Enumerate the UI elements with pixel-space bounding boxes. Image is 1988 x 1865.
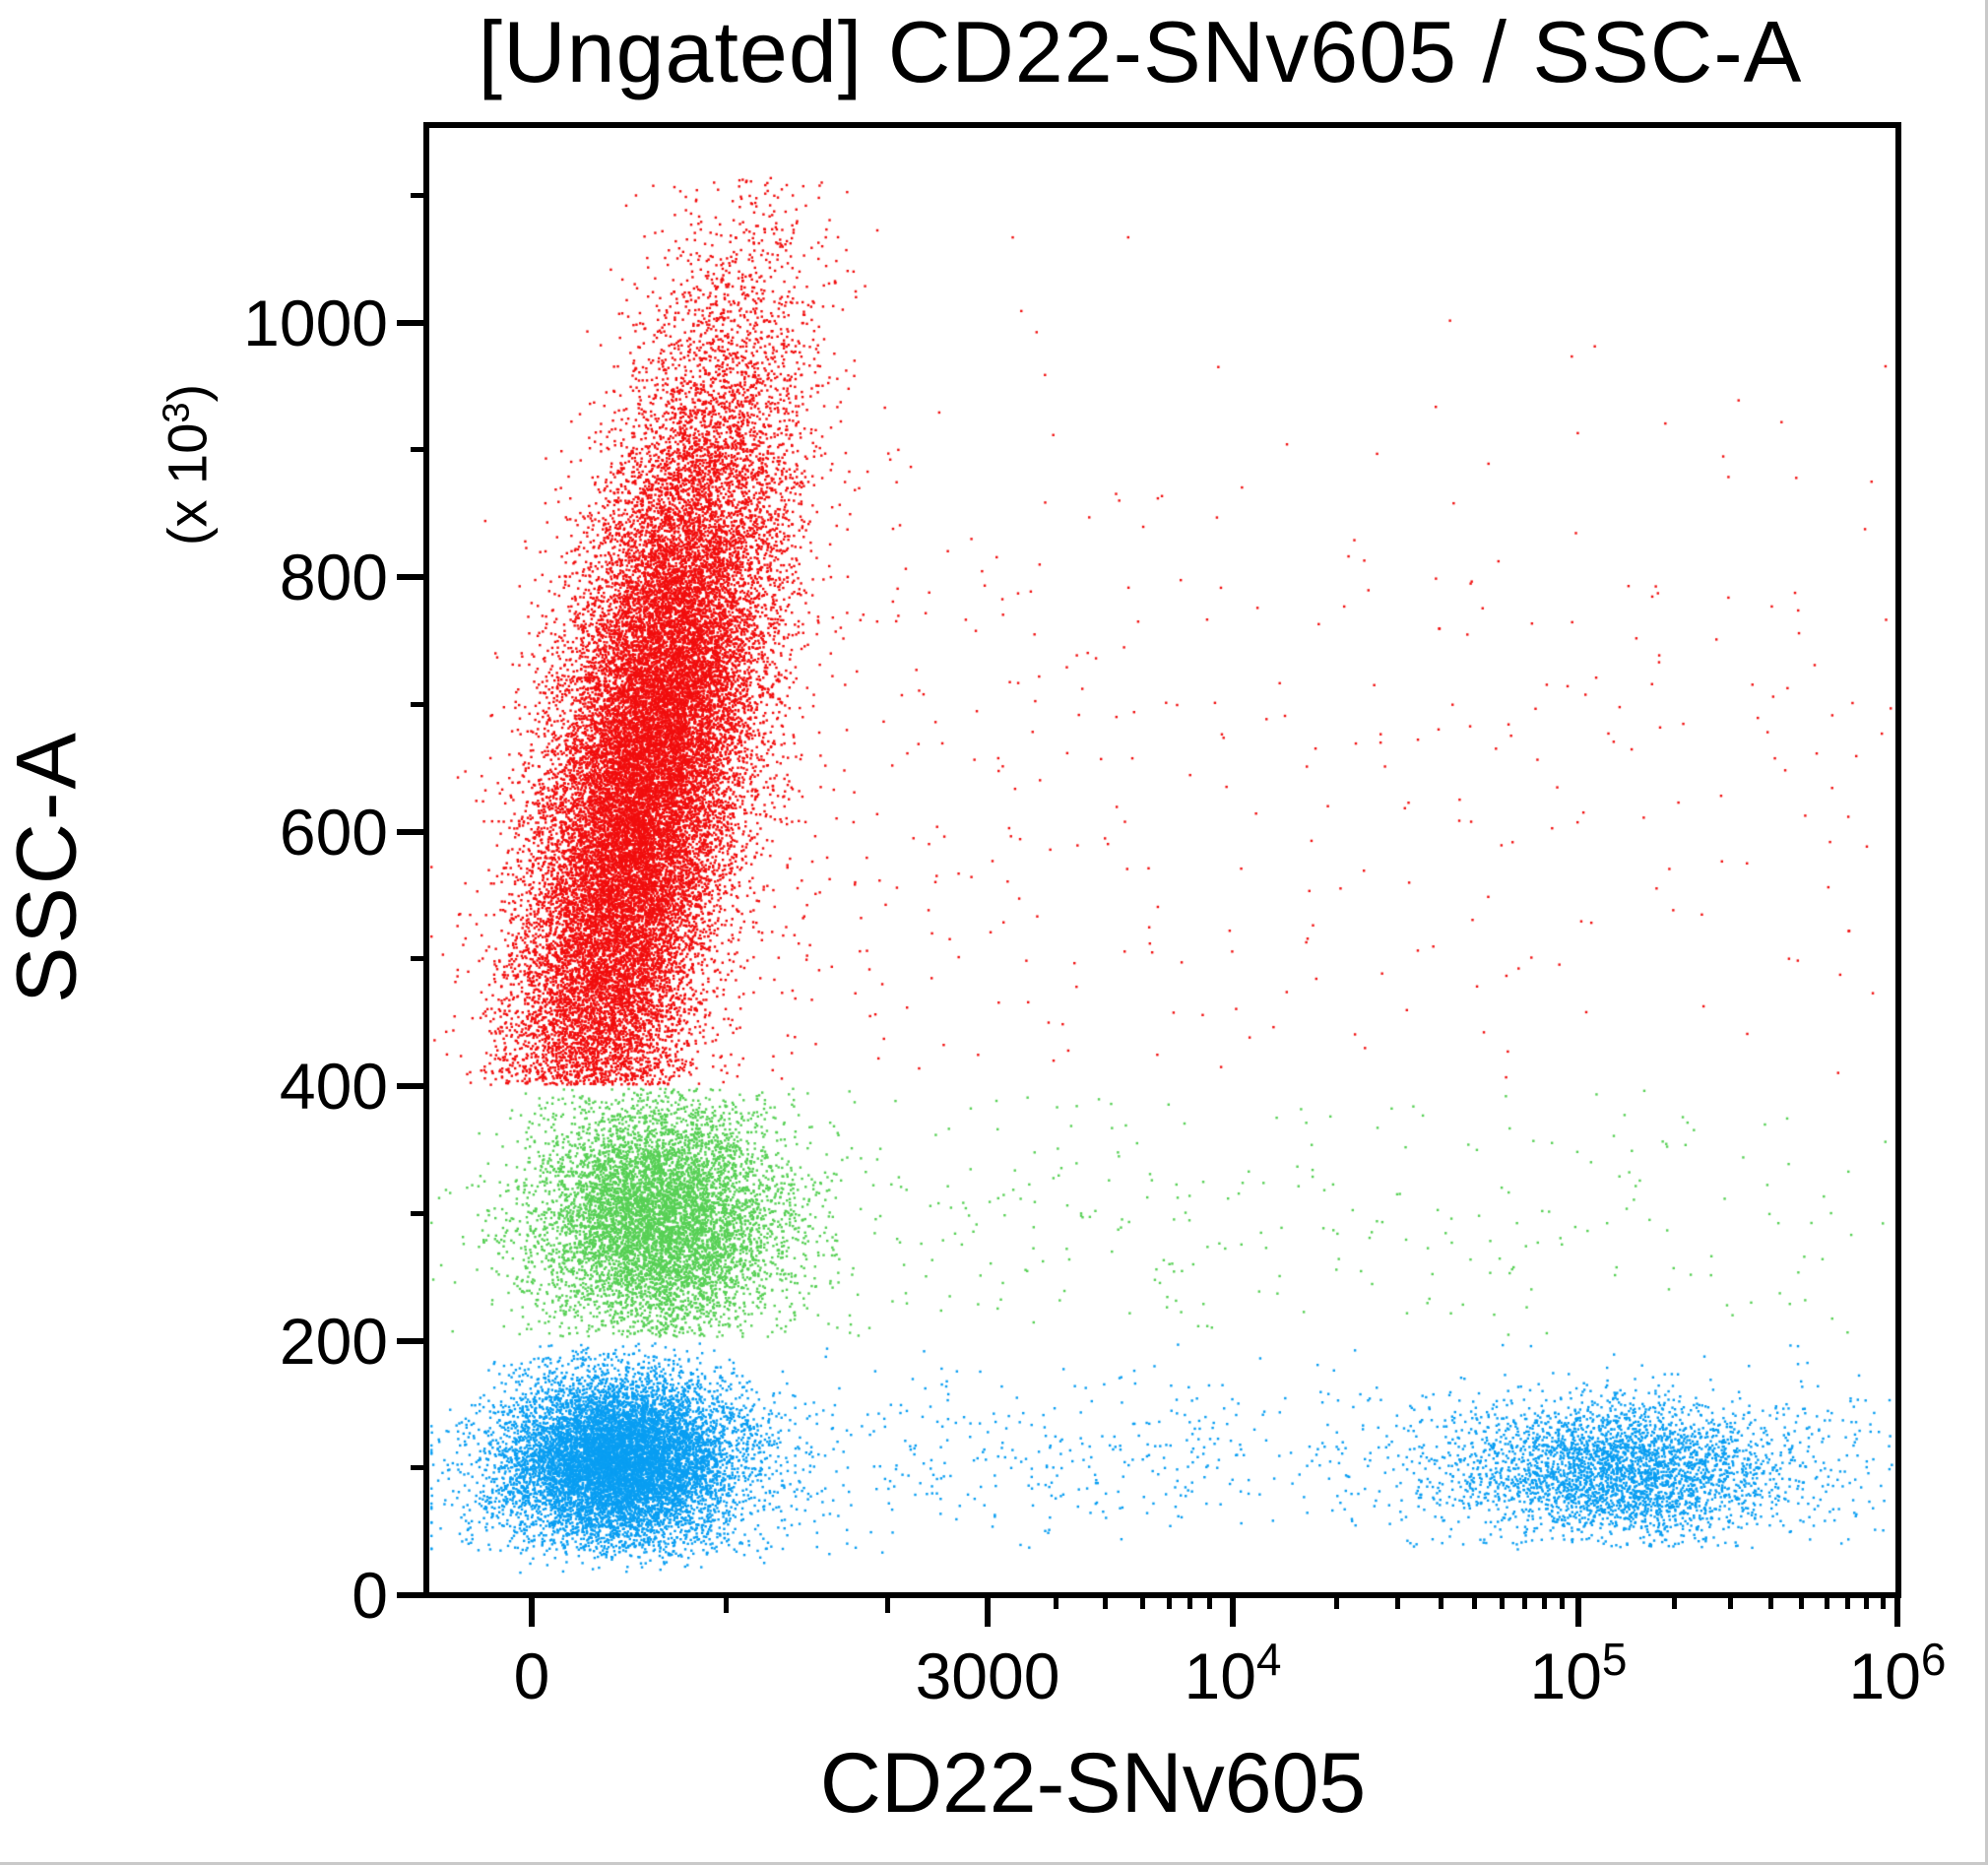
x-tick-label-sup: 4 [1255, 1634, 1282, 1685]
x-minor-tick [1728, 1595, 1734, 1609]
x-minor-tick [1798, 1595, 1804, 1609]
x-minor-tick [1206, 1595, 1212, 1609]
x-minor-tick [1672, 1595, 1678, 1609]
x-major-tick [1230, 1593, 1236, 1627]
x-minor-tick [1522, 1595, 1528, 1609]
y-axis-unit-post: ) [156, 383, 219, 403]
x-minor-tick [1880, 1595, 1886, 1609]
x-minor-tick [1053, 1595, 1058, 1609]
x-tick-label-sup: 5 [1601, 1634, 1628, 1685]
x-minor-tick [1102, 1595, 1108, 1609]
x-minor-tick [1186, 1595, 1192, 1609]
x-tick-label-sup: 6 [1920, 1634, 1947, 1685]
y-tick-label: 0 [352, 1559, 388, 1632]
y-major-tick [397, 828, 426, 835]
x-minor-tick [1471, 1595, 1477, 1609]
y-minor-tick [411, 956, 426, 962]
x-minor-tick [1499, 1595, 1505, 1609]
y-major-tick [397, 319, 426, 326]
x-minor-tick [1824, 1595, 1829, 1609]
scatter-canvas [429, 128, 1895, 1592]
y-axis-unit-sup: 3 [156, 402, 198, 423]
x-minor-tick [1767, 1595, 1773, 1609]
x-minor-tick [1334, 1595, 1340, 1609]
y-minor-tick [411, 701, 426, 707]
x-minor-tick [1560, 1595, 1566, 1609]
y-tick-label: 400 [279, 1050, 388, 1124]
y-major-tick [397, 1337, 426, 1344]
x-major-tick [1894, 1593, 1900, 1627]
y-tick-label: 1000 [243, 286, 388, 359]
y-axis-label: SSC-A [0, 730, 95, 1003]
plot-title: [Ungated] CD22-SNv605 / SSC-A [478, 3, 1803, 100]
plot-frame [423, 122, 1901, 1598]
x-axis-label: CD22-SNv605 [819, 1736, 1367, 1831]
x-minor-tick [1438, 1595, 1443, 1609]
x-major-tick [985, 1593, 991, 1627]
y-major-tick [397, 1592, 426, 1598]
x-tick-label-base: 10 [1848, 1640, 1921, 1712]
y-minor-tick [411, 1210, 426, 1216]
x-tick-label: 106 [1848, 1634, 1946, 1713]
x-tick-label-base: 10 [1184, 1640, 1256, 1712]
x-tick-label: 104 [1184, 1634, 1281, 1713]
x-minor-tick [884, 1595, 890, 1613]
y-tick-label: 200 [279, 1304, 388, 1378]
x-tick-label: 0 [513, 1640, 550, 1712]
x-minor-tick [1542, 1595, 1548, 1609]
y-tick-label: 600 [279, 795, 388, 868]
x-tick-label: 105 [1529, 1634, 1627, 1713]
x-minor-tick [1394, 1595, 1400, 1609]
y-minor-tick [411, 192, 426, 198]
y-axis-unit-pre: (x 10 [156, 422, 219, 547]
x-tick-label-base: 10 [1529, 1640, 1602, 1712]
x-major-tick [529, 1593, 535, 1627]
x-minor-tick [1139, 1595, 1145, 1609]
y-major-tick [397, 574, 426, 581]
x-minor-tick [1864, 1595, 1870, 1609]
y-minor-tick [411, 447, 426, 453]
y-major-tick [397, 1083, 426, 1090]
x-minor-tick [723, 1595, 729, 1613]
y-tick-label: 800 [279, 541, 388, 614]
x-major-tick [1575, 1593, 1581, 1627]
x-minor-tick [1845, 1595, 1851, 1609]
y-minor-tick [411, 1465, 426, 1471]
y-axis-unit: (x 103) [156, 384, 220, 546]
x-minor-tick [1166, 1595, 1172, 1609]
x-tick-label: 3000 [915, 1640, 1060, 1712]
